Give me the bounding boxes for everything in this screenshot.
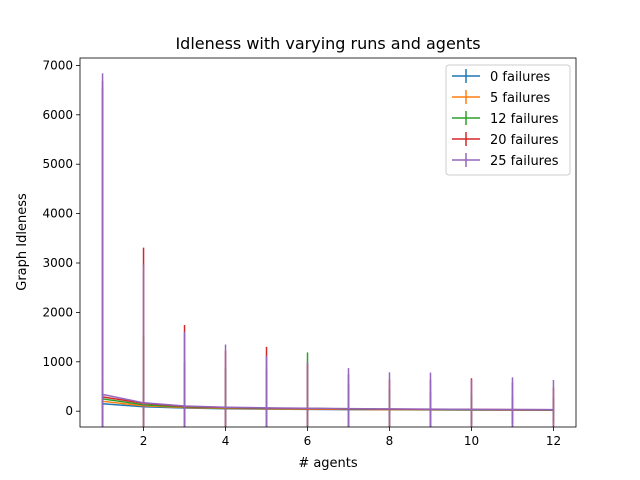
legend-label: 12 failures — [490, 112, 559, 127]
legend: 0 failures 5 failures 12 failures 20 failur… — [445, 64, 571, 176]
y-tick-label: 4000 — [42, 207, 73, 221]
plot-area — [101, 73, 555, 427]
legend-item: 5 failures — [452, 90, 550, 106]
legend-label: 5 failures — [490, 91, 550, 106]
x-tick-label: 2 — [140, 434, 148, 448]
legend-item: 12 failures — [452, 111, 559, 127]
legend-item: 20 failures — [452, 132, 559, 148]
y-axis: 0 1000 2000 3000 4000 5000 6000 7000 — [42, 58, 80, 418]
legend-label: 0 failures — [490, 70, 550, 85]
y-tick-label: 5000 — [42, 157, 73, 171]
legend-item: 25 failures — [452, 153, 559, 169]
y-tick-label: 1000 — [42, 355, 73, 369]
y-tick-label: 6000 — [42, 108, 73, 122]
y-tick-label: 7000 — [42, 58, 73, 72]
y-tick-label: 0 — [65, 404, 73, 418]
x-tick-label: 10 — [464, 434, 479, 448]
legend-label: 20 failures — [490, 133, 559, 148]
x-tick-label: 12 — [546, 434, 561, 448]
chart-title: Idleness with varying runs and agents — [175, 34, 480, 53]
x-tick-label: 4 — [222, 434, 230, 448]
y-tick-label: 2000 — [42, 305, 73, 319]
legend-box — [445, 64, 571, 176]
series-1 — [101, 381, 555, 422]
y-axis-label: Graph Idleness — [15, 193, 30, 291]
x-axis-label: # agents — [298, 456, 358, 471]
legend-label: 25 failures — [490, 154, 559, 169]
x-tick-label: 8 — [386, 434, 394, 448]
series-line — [102, 393, 554, 411]
x-tick-label: 6 — [304, 434, 312, 448]
y-tick-label: 3000 — [42, 256, 73, 270]
series-4 — [101, 73, 555, 427]
axes-frame — [79, 57, 577, 428]
legend-item: 0 failures — [452, 69, 550, 85]
x-axis: 2 4 6 8 10 12 — [140, 427, 561, 448]
